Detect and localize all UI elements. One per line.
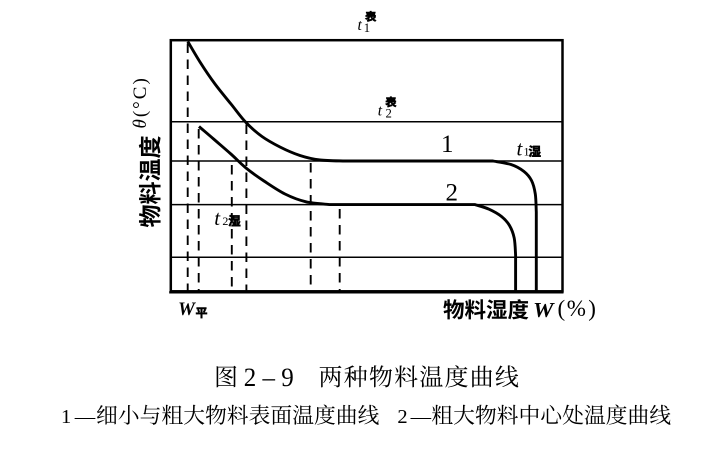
svg-text:t: t: [214, 206, 221, 230]
svg-text:1: 1: [441, 131, 454, 158]
svg-text:W: W: [533, 298, 555, 322]
svg-text:2: 2: [386, 107, 392, 121]
svg-text:(%): (%): [558, 296, 596, 321]
svg-text:2 – 9: 2 – 9: [244, 363, 294, 392]
svg-text:θ(°C): θ(°C): [130, 76, 151, 128]
svg-text:W: W: [178, 299, 196, 320]
svg-text:t: t: [517, 137, 524, 161]
svg-text:2: 2: [446, 180, 459, 207]
svg-text:2: 2: [222, 214, 228, 228]
svg-text:2—: 2—: [397, 406, 431, 428]
svg-text:t: t: [378, 103, 383, 120]
svg-text:1: 1: [524, 145, 530, 159]
svg-text:1: 1: [364, 21, 370, 35]
svg-text:1—: 1—: [61, 406, 96, 428]
svg-text:t: t: [358, 17, 363, 34]
